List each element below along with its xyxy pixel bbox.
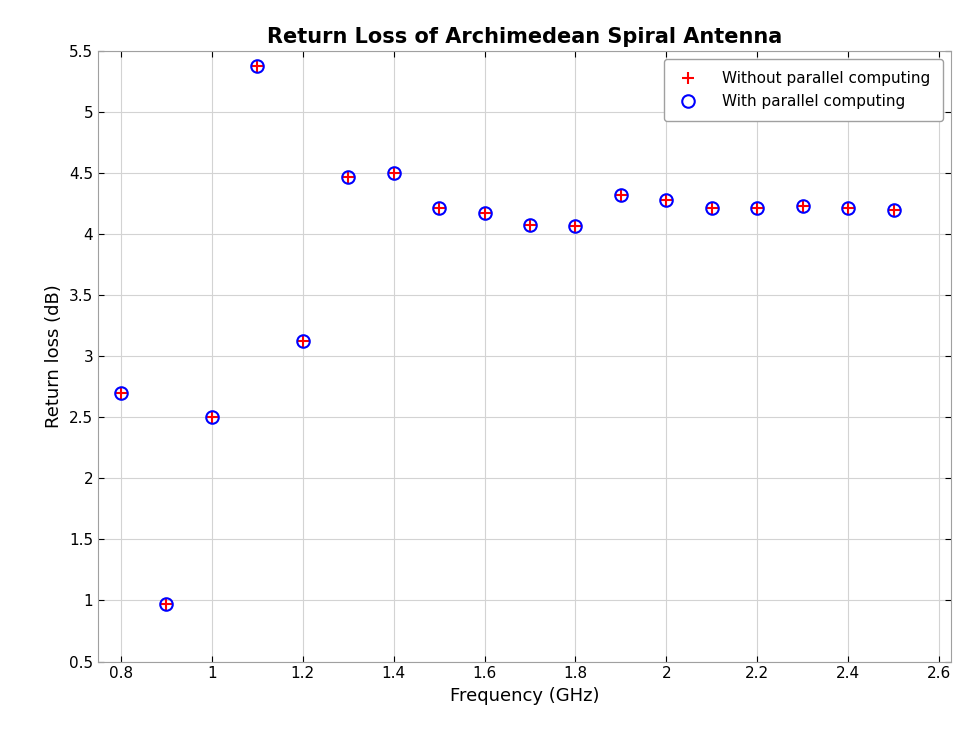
With parallel computing [206, 413, 218, 422]
Without parallel computing [342, 173, 354, 182]
With parallel computing [797, 202, 808, 211]
With parallel computing [569, 221, 581, 230]
With parallel computing [661, 196, 672, 205]
Without parallel computing [706, 203, 717, 212]
Without parallel computing [433, 203, 445, 212]
Without parallel computing [251, 62, 263, 71]
Without parallel computing [661, 196, 672, 205]
With parallel computing [478, 208, 490, 217]
With parallel computing [161, 600, 172, 609]
With parallel computing [251, 62, 263, 71]
Without parallel computing [478, 208, 490, 217]
With parallel computing [297, 336, 309, 345]
Without parallel computing [888, 206, 900, 215]
Without parallel computing [161, 600, 172, 609]
With parallel computing [752, 203, 763, 212]
Without parallel computing [843, 203, 855, 212]
With parallel computing [615, 191, 627, 200]
X-axis label: Frequency (GHz): Frequency (GHz) [450, 687, 599, 705]
Without parallel computing [524, 220, 536, 229]
With parallel computing [888, 206, 900, 215]
With parallel computing [342, 173, 354, 182]
Without parallel computing [569, 221, 581, 230]
Title: Return Loss of Archimedean Spiral Antenna: Return Loss of Archimedean Spiral Antenn… [267, 27, 782, 47]
With parallel computing [524, 220, 536, 229]
With parallel computing [433, 203, 445, 212]
Y-axis label: Return loss (dB): Return loss (dB) [45, 284, 64, 429]
With parallel computing [115, 389, 126, 398]
Legend: Without parallel computing, With parallel computing: Without parallel computing, With paralle… [664, 59, 943, 121]
Without parallel computing [752, 203, 763, 212]
Without parallel computing [615, 191, 627, 200]
Without parallel computing [388, 169, 400, 178]
With parallel computing [706, 203, 717, 212]
With parallel computing [843, 203, 855, 212]
Line: Without parallel computing: Without parallel computing [115, 60, 900, 610]
With parallel computing [388, 169, 400, 178]
Without parallel computing [297, 336, 309, 345]
Line: With parallel computing: With parallel computing [115, 60, 900, 610]
Without parallel computing [206, 413, 218, 422]
Without parallel computing [797, 202, 808, 211]
Without parallel computing [115, 389, 126, 398]
